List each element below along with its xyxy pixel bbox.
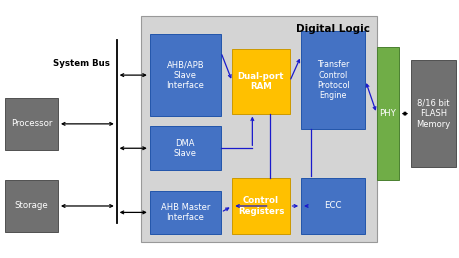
Text: AHB Master
Interface: AHB Master Interface	[160, 203, 209, 222]
Text: PHY: PHY	[379, 109, 395, 118]
Bar	[150, 191, 220, 234]
Bar	[5, 98, 58, 150]
Bar	[410, 60, 455, 167]
Text: System Bus: System Bus	[52, 59, 109, 68]
Text: 8/16 bit
FLASH
Memory: 8/16 bit FLASH Memory	[415, 99, 450, 128]
Bar	[301, 178, 364, 234]
Text: Processor: Processor	[11, 119, 52, 128]
Text: AHB/APB
Slave
Interface: AHB/APB Slave Interface	[166, 60, 204, 90]
Text: Storage: Storage	[15, 201, 48, 211]
Bar	[376, 47, 398, 180]
Bar	[232, 50, 289, 114]
Text: Control
Registers: Control Registers	[237, 196, 284, 216]
Bar	[5, 180, 58, 232]
Bar	[150, 126, 220, 170]
Bar	[140, 16, 376, 242]
Text: Digital Logic: Digital Logic	[295, 24, 369, 34]
Bar	[232, 178, 289, 234]
Text: Transfer
Control
Protocol
Engine: Transfer Control Protocol Engine	[316, 60, 349, 100]
Text: Dual-port
RAM: Dual-port RAM	[237, 72, 284, 91]
Text: DMA
Slave: DMA Slave	[174, 139, 196, 158]
Text: ECC: ECC	[324, 201, 341, 211]
Bar	[301, 31, 364, 129]
Bar	[150, 34, 220, 116]
